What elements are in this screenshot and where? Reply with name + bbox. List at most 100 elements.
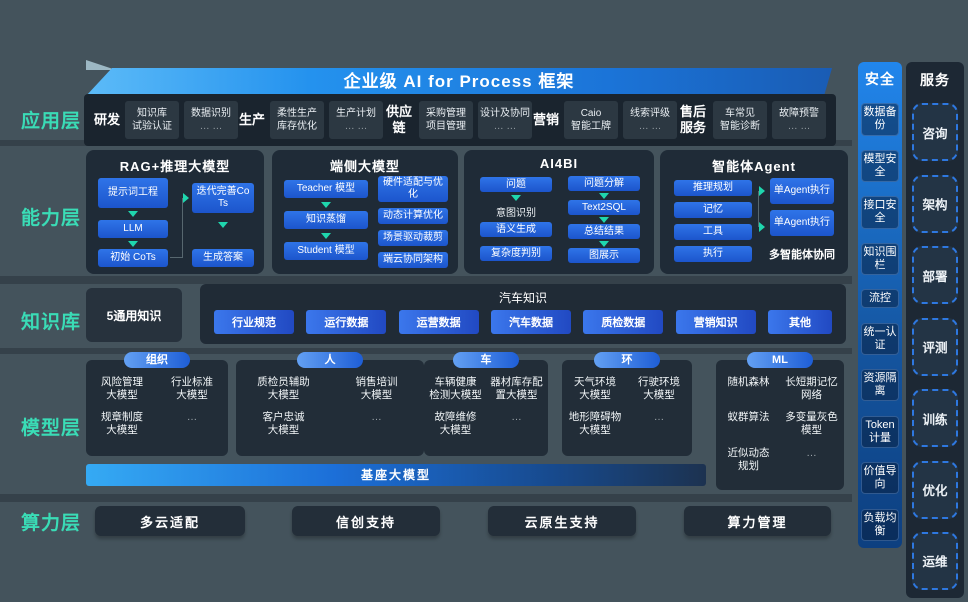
- app-chip-line: 柔性生产: [277, 108, 318, 119]
- arrow-down-icon: [511, 195, 521, 201]
- compute-box-multicloud: 多云适配: [95, 506, 245, 536]
- agent-executor-chip: 单Agent执行: [770, 178, 834, 204]
- connector-line: [758, 191, 759, 227]
- layer-label-capability: 能力层: [20, 208, 81, 229]
- app-group-supply-chain: 供应链 采购管理 项目管理 设计及协同 … …: [384, 101, 532, 139]
- model-item: 行驶环境 大模型: [638, 376, 680, 402]
- service-item: 训练: [912, 389, 958, 448]
- app-group-name: 生产: [239, 112, 266, 128]
- app-chip-line: 试验认证: [132, 120, 173, 132]
- layer-label-knowledge: 知识库: [20, 312, 81, 333]
- capability-box-agent: 智能体Agent 推理规划 记忆 工具 执行 单Agent执行 单Agent执行…: [660, 150, 848, 274]
- capability-box-title: RAG+推理大模型: [119, 159, 231, 174]
- app-chip-line: … …: [787, 120, 811, 132]
- arrow-right-icon: [183, 193, 189, 203]
- model-item: 近似动态 规划: [727, 446, 770, 472]
- model-item: 地形障碍物 大模型: [568, 411, 622, 437]
- model-item: 器材库存配 置大模型: [490, 376, 543, 402]
- app-chip-line: 线索评级: [630, 108, 670, 119]
- app-chip-line: 智能工牌: [571, 120, 611, 132]
- app-chip-line: … …: [493, 120, 517, 132]
- app-group-name: 售后服务: [679, 104, 706, 135]
- model-group-environment: 环 天气环境 大模型 行驶环境 大模型 地形障碍物 大模型 …: [562, 352, 692, 456]
- capability-box-rag: RAG+推理大模型 提示词工程 LLM 初始 CoTs 迭代完善CoTs 生成答…: [86, 150, 264, 274]
- compute-box-management: 算力管理: [684, 506, 831, 536]
- arrow-down-icon: [321, 202, 331, 208]
- auto-knowledge-title: 汽车知识: [498, 291, 547, 305]
- flow-node: Student 模型: [284, 242, 368, 260]
- model-group-vehicle: 车 车辆健康 检测大模型 器材库存配 置大模型 故障维修 大模型 …: [424, 352, 548, 456]
- arrow-down-icon: [128, 211, 138, 217]
- model-item: 天气环境 大模型: [574, 376, 616, 402]
- layer-divider: [0, 494, 852, 502]
- app-chip-line: 故障预警: [778, 108, 819, 119]
- security-item: 接口安全: [861, 196, 899, 229]
- security-item: 统一认证: [861, 322, 899, 355]
- flow-node: 问题分解: [568, 176, 640, 191]
- knowledge-chip: 营销知识: [675, 310, 756, 334]
- model-group-people: 人 质检员辅助 大模型 销售培训 大模型 客户忠诚 大模型 …: [236, 352, 424, 456]
- flow-node: Text2SQL: [568, 200, 640, 215]
- app-chip: 数据识别 … …: [184, 101, 239, 139]
- agent-module-chip: 记忆: [674, 202, 752, 218]
- app-group-rd: 研发 知识库 试验认证 数据识别 … …: [94, 101, 239, 139]
- flow-node: 知识蒸馏: [284, 211, 368, 229]
- model-group-pill: ML: [747, 352, 813, 368]
- flow-node: 提示词工程: [98, 178, 168, 208]
- app-chip: 线索评级 … …: [623, 101, 677, 139]
- framework-title-banner: 企业级 AI for Process 框架: [86, 68, 832, 96]
- app-chip-line: 采购管理: [426, 108, 466, 119]
- arrow-down-icon: [321, 233, 331, 239]
- flow-node: 总结结果: [568, 224, 640, 239]
- app-chip: 生产计划 … …: [329, 101, 384, 139]
- app-group-marketing: 营销 Caio 智能工牌 线索评级 … …: [533, 101, 677, 139]
- security-item: 知识围栏: [861, 242, 899, 276]
- app-chip-line: 智能诊断: [719, 120, 760, 132]
- model-item-grid: 质检员辅助 大模型 销售培训 大模型 客户忠诚 大模型 …: [238, 376, 422, 438]
- model-item-grid: 车辆健康 检测大模型 器材库存配 置大模型 故障维修 大模型 …: [426, 376, 546, 438]
- agent-module-chip: 执行: [674, 246, 752, 262]
- knowledge-chip: 质检数据: [583, 310, 664, 334]
- application-layer-band: 研发 知识库 试验认证 数据识别 … … 生产 柔性生产 库存优化 生产计划 ……: [84, 94, 836, 146]
- layer-label-model: 模型层: [20, 418, 81, 439]
- feature-chip: 动态计算优化: [378, 208, 448, 224]
- knowledge-chip: 行业规范: [214, 310, 294, 334]
- flow-node: 生成答案: [192, 249, 254, 267]
- security-item: 价值导向: [861, 462, 899, 495]
- app-chip: Caio 智能工牌: [564, 101, 618, 139]
- feature-chip: 硬件适配与优化: [378, 176, 448, 202]
- model-item: 故障维修 大模型: [434, 411, 477, 437]
- model-item-more: …: [806, 446, 817, 459]
- app-group-name: 营销: [532, 112, 559, 128]
- agent-module-chip: 推理规划: [674, 180, 752, 196]
- app-group-production: 生产 柔性生产 库存优化 生产计划 … …: [239, 101, 384, 139]
- model-item: 车辆健康 检测大模型: [429, 376, 482, 402]
- security-item: 资源隔离: [861, 369, 899, 402]
- feature-chip: 端云协同架构: [378, 252, 448, 268]
- arrow-down-icon: [218, 222, 228, 228]
- layer-label-compute: 算力层: [20, 513, 81, 534]
- app-chip-line: … …: [199, 120, 223, 132]
- foundation-model-bar: 基座大模型: [86, 464, 706, 486]
- model-group-pill: 环: [594, 352, 660, 368]
- security-column-header: 安全: [865, 71, 895, 87]
- model-item: 蚁群算法: [727, 411, 770, 424]
- app-chip: 柔性生产 库存优化: [270, 101, 325, 139]
- arrow-right-icon: [759, 186, 765, 196]
- app-chip-line: 数据识别: [191, 108, 232, 119]
- capability-box-title: 智能体Agent: [712, 159, 796, 174]
- knowledge-chip: 汽车数据: [490, 310, 571, 334]
- compute-box-xinchuang: 信创支持: [292, 506, 440, 536]
- app-chip-line: 生产计划: [336, 108, 377, 119]
- flow-text-node: 意图识别: [496, 208, 536, 219]
- agent-module-chip: 工具: [674, 224, 752, 240]
- app-chip-line: 库存优化: [277, 120, 318, 132]
- model-item: 行业标准 大模型: [171, 376, 213, 402]
- app-chip: 设计及协同 … …: [478, 101, 532, 139]
- flow-node: 迭代完善CoTs: [192, 183, 254, 213]
- service-item: 咨询: [912, 103, 958, 162]
- app-group-name: 研发: [94, 112, 121, 128]
- general-knowledge-box: 5通用知识: [86, 288, 182, 342]
- arrow-right-icon: [759, 222, 765, 232]
